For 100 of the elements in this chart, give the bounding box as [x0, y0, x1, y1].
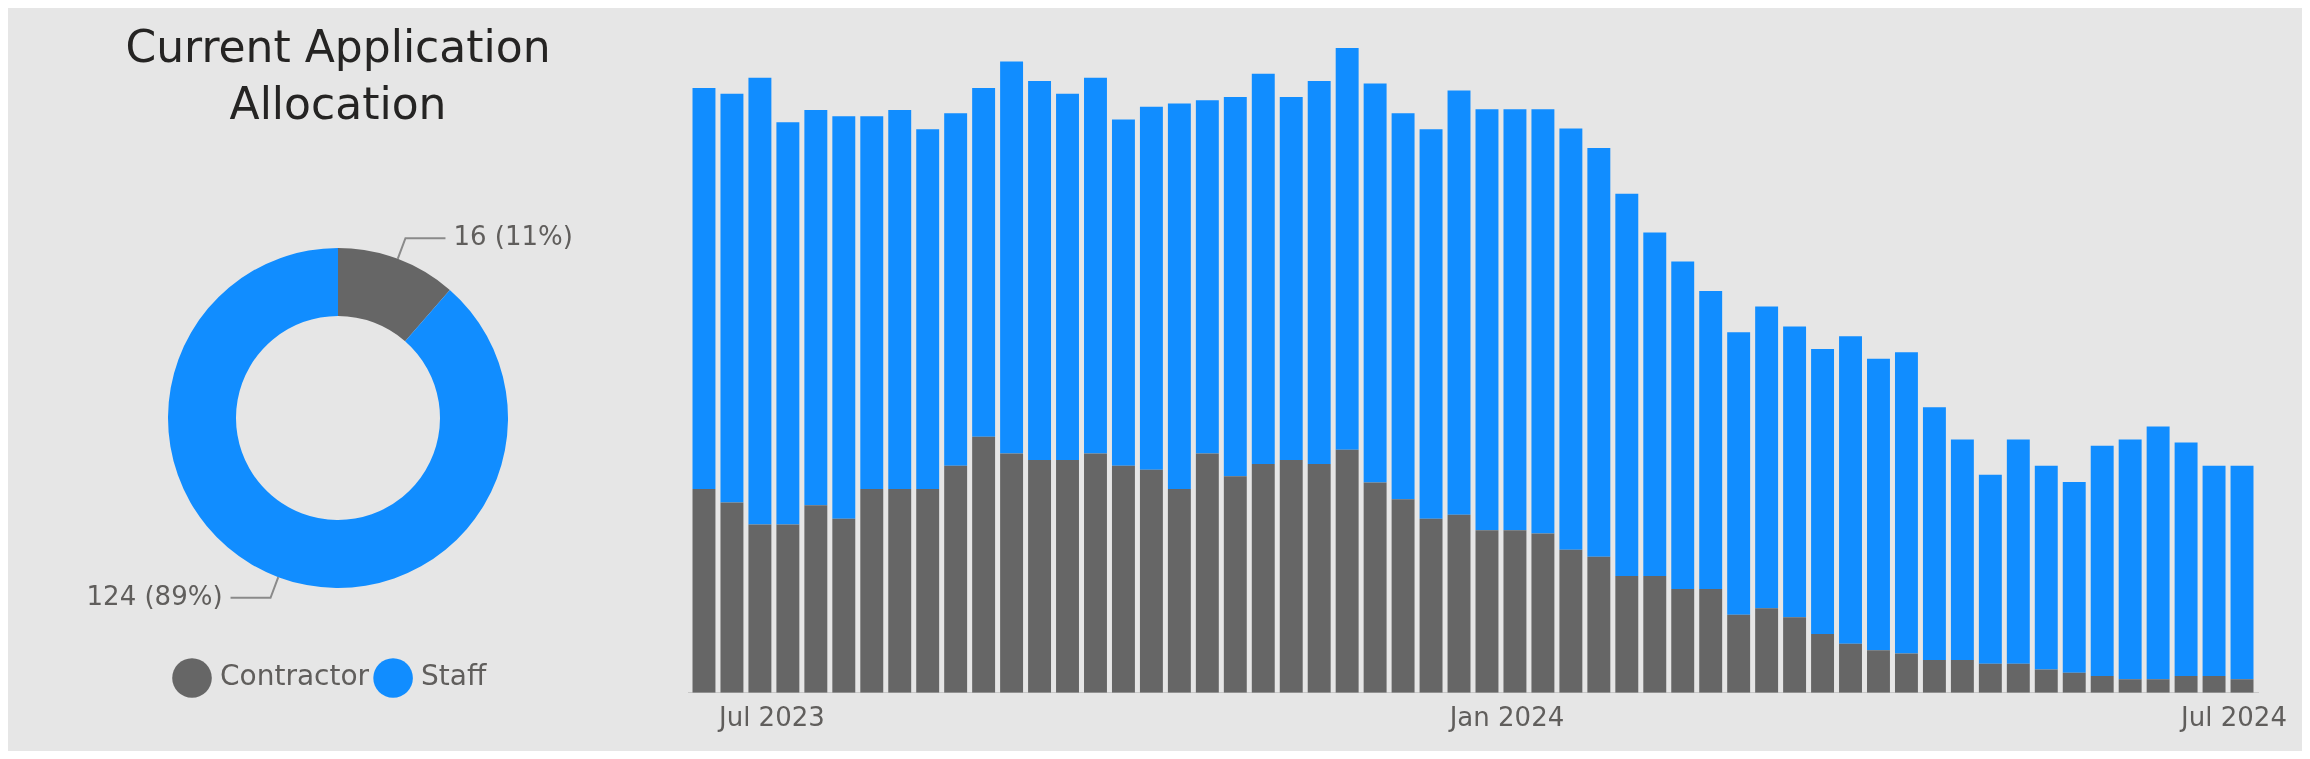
bar — [1279, 460, 1303, 693]
bar — [1755, 608, 1779, 693]
bar — [1867, 650, 1890, 693]
bar — [1084, 77, 1107, 454]
bar — [1503, 109, 1527, 531]
bar — [1699, 588, 1723, 693]
bar — [1811, 634, 1835, 693]
bar — [2090, 676, 2114, 693]
bar — [1783, 326, 1807, 618]
bar — [1643, 232, 1667, 577]
bar — [1811, 349, 1835, 635]
bar — [1419, 518, 1443, 693]
bar — [2118, 679, 2142, 693]
bar — [1587, 147, 1611, 557]
bar — [1251, 73, 1275, 464]
bar — [1000, 453, 1024, 693]
bar — [1139, 106, 1163, 470]
bar — [1167, 489, 1191, 693]
bar — [1084, 453, 1107, 693]
bar — [1195, 453, 1219, 693]
bar — [2090, 445, 2114, 677]
bar — [1503, 530, 1527, 693]
x-tick-label: Jan 2024 — [1447, 702, 1565, 733]
bar — [916, 489, 940, 693]
bar — [1391, 113, 1415, 500]
bar — [720, 93, 744, 503]
bar — [1447, 514, 1471, 693]
bar — [832, 518, 856, 693]
bar — [1922, 659, 1946, 693]
bar — [748, 524, 772, 693]
bar — [916, 129, 940, 490]
bar — [1167, 103, 1191, 490]
bar — [1950, 439, 1974, 660]
bar — [1279, 97, 1303, 461]
bar — [776, 524, 800, 693]
bar — [1251, 463, 1275, 693]
bar — [1028, 460, 1052, 693]
data-label: 124 (89%) — [86, 580, 223, 611]
bar — [2146, 679, 2170, 693]
bar — [2146, 426, 2170, 680]
bar — [1643, 576, 1667, 693]
bar — [944, 113, 968, 466]
bar — [972, 87, 996, 437]
bar — [1363, 83, 1387, 483]
bar — [832, 116, 856, 519]
bar — [1922, 407, 1946, 660]
bar — [1839, 643, 1862, 693]
bar — [888, 489, 912, 693]
bar — [1447, 90, 1471, 515]
bar — [972, 436, 996, 693]
bar — [1056, 93, 1079, 461]
bar — [1531, 109, 1555, 534]
bar — [1839, 336, 1862, 644]
bar — [1671, 261, 1695, 589]
bar — [1727, 332, 1751, 615]
bar — [2034, 669, 2058, 693]
bar — [1587, 556, 1611, 693]
bar — [1727, 614, 1751, 693]
bar — [1307, 80, 1331, 464]
legend-label: Staff — [421, 659, 487, 693]
bar — [1195, 100, 1219, 454]
bar — [804, 505, 828, 693]
bar — [1335, 449, 1359, 693]
bar — [1307, 463, 1331, 693]
bar — [2202, 465, 2226, 677]
bar — [2034, 465, 2058, 670]
bar — [2118, 439, 2142, 680]
bar — [860, 116, 884, 490]
bar — [1978, 474, 2002, 664]
bar — [1950, 659, 1974, 693]
bar — [1475, 109, 1499, 531]
bar — [1978, 663, 2002, 693]
bar — [1000, 61, 1024, 454]
bar — [2230, 465, 2254, 680]
bar — [1531, 533, 1555, 693]
bar — [1335, 48, 1359, 450]
bar — [2174, 676, 2198, 693]
bar — [1223, 476, 1247, 693]
bar — [1028, 80, 1052, 461]
bar — [804, 109, 828, 506]
bar — [1139, 469, 1163, 693]
bar — [2230, 679, 2254, 693]
bar — [776, 122, 800, 525]
bar — [2202, 676, 2226, 693]
bar — [1755, 306, 1779, 609]
data-label: 16 (11%) — [453, 221, 573, 252]
bar — [1783, 617, 1807, 693]
bar — [1111, 119, 1135, 466]
bar — [944, 465, 968, 693]
x-tick-label: Jul 2024 — [2179, 702, 2287, 733]
bar — [1894, 653, 1918, 693]
bar — [1111, 465, 1135, 693]
bar — [1223, 97, 1247, 477]
bar — [1363, 482, 1387, 693]
bar — [1419, 129, 1443, 519]
legend-label: Contractor — [220, 659, 370, 693]
bar — [888, 109, 912, 490]
bar — [2062, 672, 2086, 693]
bar — [692, 87, 716, 490]
bar — [1699, 291, 1723, 589]
